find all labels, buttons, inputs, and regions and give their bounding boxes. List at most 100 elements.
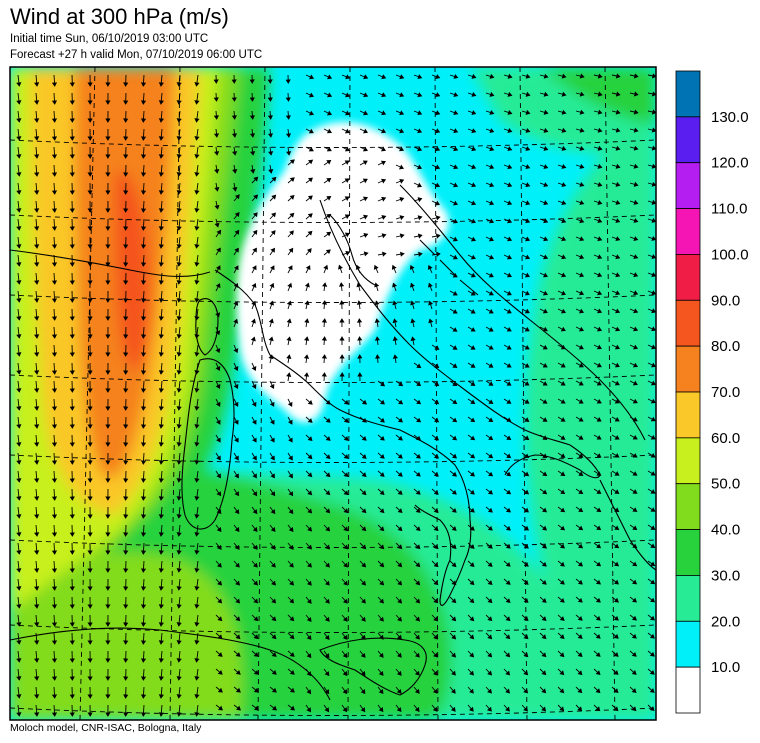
wind-arrowhead xyxy=(249,133,256,138)
wind-arrowhead xyxy=(34,478,40,483)
wind-arrowhead xyxy=(51,154,58,159)
wind-arrowhead xyxy=(433,507,439,513)
wind-arrowhead xyxy=(578,362,584,368)
wind-arrowhead xyxy=(307,213,313,218)
wind-arrowhead xyxy=(51,532,58,537)
wind-arrowhead xyxy=(379,472,385,477)
wind-arrowhead xyxy=(650,597,656,603)
wind-arrowhead xyxy=(469,544,475,549)
wind-arrowhead xyxy=(615,200,621,205)
wind-arrowhead xyxy=(614,471,620,476)
wind-arrowhead xyxy=(105,640,111,645)
wind-arrowhead xyxy=(597,145,603,151)
wind-arrowhead xyxy=(507,164,513,170)
wind-arrowhead xyxy=(470,399,476,404)
wind-arrowhead xyxy=(415,652,420,658)
wind-arrowhead xyxy=(560,435,566,440)
wind-arrowhead xyxy=(378,707,384,713)
wind-arrowhead xyxy=(215,348,221,354)
wind-arrowhead xyxy=(234,229,240,235)
wind-arrowhead xyxy=(392,336,398,341)
wind-arrowhead xyxy=(541,543,548,549)
wind-arrowhead xyxy=(597,163,603,169)
wind-arrowhead xyxy=(105,712,111,717)
wind-arrowhead xyxy=(613,597,620,603)
wind-arrowhead xyxy=(633,127,639,133)
wind-arrowhead xyxy=(633,344,638,350)
wind-arrowhead xyxy=(344,128,350,134)
wind-arrowhead xyxy=(326,160,332,165)
wind-arrowhead xyxy=(361,616,366,622)
wind-arrowhead xyxy=(597,91,603,97)
wind-arrowhead xyxy=(105,532,111,537)
wind-arrowhead xyxy=(399,128,405,134)
wind-arrowhead xyxy=(216,509,222,515)
wind-arrowhead xyxy=(271,670,277,675)
wind-arrowhead xyxy=(140,676,147,681)
wind-arrowhead xyxy=(249,115,255,120)
wind-arrowhead xyxy=(123,676,129,681)
wind-arrowhead xyxy=(105,352,111,357)
wind-arrowhead xyxy=(286,336,292,342)
wind-arrowhead xyxy=(213,115,219,120)
wind-arrowhead xyxy=(123,118,129,123)
wind-arrowhead xyxy=(578,398,584,404)
wind-arrowhead xyxy=(650,579,656,585)
wind-arrowhead xyxy=(140,604,147,609)
wind-arrowhead xyxy=(578,453,584,458)
wind-arrowhead xyxy=(560,471,566,476)
wind-arrowhead xyxy=(69,676,75,681)
wind-arrowhead xyxy=(543,73,549,79)
wind-arrowhead xyxy=(87,172,93,177)
wind-arrowhead xyxy=(399,74,405,80)
wind-arrowhead xyxy=(34,406,40,411)
wind-arrowhead xyxy=(361,508,367,514)
wind-arrowhead xyxy=(452,218,458,224)
wind-arrowhead xyxy=(216,473,221,479)
wind-arrowhead xyxy=(176,190,182,195)
wind-arrowhead xyxy=(123,442,129,447)
wind-arrowhead xyxy=(69,280,75,285)
wind-arrowhead xyxy=(410,300,416,306)
wind-arrowhead xyxy=(194,514,200,519)
wind-arrowhead xyxy=(614,344,620,350)
wind-arrowhead xyxy=(356,318,363,323)
wind-arrowhead xyxy=(34,82,40,87)
wind-arrowhead xyxy=(194,100,200,105)
wind-arrowhead xyxy=(285,115,291,120)
wind-arrowhead xyxy=(140,118,147,123)
wind-arrowhead xyxy=(16,478,22,483)
wind-arrowhead xyxy=(69,640,75,645)
wind-arrowhead xyxy=(506,417,512,422)
wind-arrowhead xyxy=(269,265,275,271)
wind-arrowhead xyxy=(69,442,75,447)
colorbar-swatch xyxy=(675,391,701,439)
wind-arrowhead xyxy=(176,244,182,249)
wind-arrowhead xyxy=(69,334,75,339)
wind-arrowhead xyxy=(287,265,293,271)
colorbar-swatch xyxy=(675,254,701,301)
wind-arrowhead xyxy=(268,336,274,342)
wind-arrowhead xyxy=(51,694,58,699)
wind-arrowhead xyxy=(451,670,456,676)
wind-arrowhead xyxy=(105,514,111,519)
wind-arrowhead xyxy=(561,73,567,79)
wind-arrowhead xyxy=(434,435,439,441)
wind-arrowhead xyxy=(523,634,529,640)
wind-arrowhead xyxy=(379,526,385,532)
wind-arrowhead xyxy=(361,490,367,496)
wind-arrowhead xyxy=(69,370,75,375)
wind-arrowhead xyxy=(382,251,387,257)
wind-arrowhead xyxy=(579,145,585,151)
wind-arrowhead xyxy=(249,97,255,102)
wind-arrowhead xyxy=(469,562,475,567)
wind-arrowhead xyxy=(362,146,368,152)
wind-arrowhead xyxy=(271,176,277,182)
wind-arrowhead xyxy=(488,453,494,459)
wind-arrowhead xyxy=(379,598,384,604)
wind-arrowhead xyxy=(268,318,274,324)
wind-arrowhead xyxy=(194,532,200,537)
wind-arrowhead xyxy=(252,526,258,532)
wind-arrowhead xyxy=(16,514,22,519)
colorbar-tick-label: 80.0 xyxy=(711,338,740,355)
